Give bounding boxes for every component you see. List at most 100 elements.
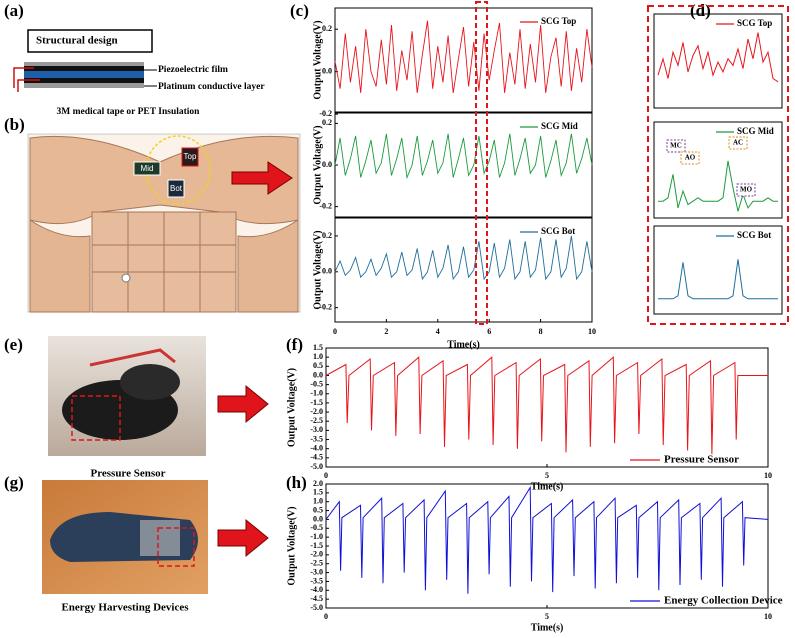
y-tick-label: -1.0: [310, 389, 323, 398]
plot-frame: [334, 7, 593, 113]
y-tick-label: 0.2: [322, 24, 332, 33]
plot-frame: [653, 121, 783, 219]
y-tick-label: -5.0: [310, 462, 323, 471]
panel-label: (b): [4, 115, 25, 134]
arrows: [217, 161, 293, 558]
annotation-box: [680, 151, 700, 165]
x-tick-label: 10: [764, 612, 772, 621]
caption: Energy Harvesting Devices: [61, 602, 189, 614]
panel-label: (d): [690, 1, 711, 20]
y-axis-label: Output Voltage(V): [312, 125, 323, 204]
y-tick-label: -0.5: [310, 523, 323, 532]
x-axis-label: Time(s): [531, 481, 564, 492]
y-tick-label: -4.0: [310, 444, 323, 453]
x-tick-label: 5: [545, 471, 549, 480]
y-tick-label: -5.0: [310, 603, 323, 612]
legend-label: SCG Mid: [737, 126, 774, 136]
y-tick-label: -2.5: [310, 416, 323, 425]
y-tick-label: -0.2: [319, 201, 332, 210]
zoom-window: [475, 1, 488, 325]
y-tick-label: -2.0: [310, 407, 323, 416]
y-axis-label: Output Voltage(V): [286, 368, 297, 447]
x-tick-label: 2: [384, 327, 388, 336]
shoe-photo: [42, 480, 208, 594]
caption: Pressure Sensor: [90, 468, 165, 480]
y-axis-label: Output Voltage(V): [312, 230, 323, 309]
signal-line: [334, 20, 593, 93]
x-axis-label: Time(s): [447, 339, 480, 350]
sensor-label: Mid: [141, 164, 154, 173]
y-tick-label: 0.0: [313, 514, 323, 523]
panel-label: (h): [286, 473, 307, 492]
annotation-box: [736, 183, 756, 197]
plot-frame: [653, 13, 783, 109]
signal-line: [658, 160, 778, 212]
y-tick-label: 0.2: [322, 231, 332, 240]
x-tick-label: 0: [324, 612, 328, 621]
plot-frame: [325, 347, 769, 468]
sensor-label: Bot: [170, 184, 183, 193]
y-tick-label: -4.5: [310, 453, 323, 462]
y-tick-label: -3.0: [310, 567, 323, 576]
legend-label: SCG Mid: [541, 121, 578, 131]
y-tick-label: 0.5: [313, 505, 323, 514]
legend-label: SCG Top: [541, 16, 576, 26]
y-tick-label: 1.0: [313, 497, 323, 506]
y-tick-label: -3.5: [310, 576, 323, 585]
layer-label: Piezoelectric film: [158, 65, 228, 75]
annotation: AO: [685, 154, 696, 162]
panel-label: (c): [290, 1, 309, 20]
y-axis-label: Output Voltage(V): [286, 506, 297, 585]
signal-line: [325, 356, 768, 455]
y-tick-label: 0.0: [322, 160, 332, 169]
x-tick-label: 4: [436, 327, 440, 336]
annotation: MO: [740, 186, 753, 194]
x-tick-label: 8: [539, 327, 543, 336]
layer-label: Platinum conductive layer: [158, 82, 265, 92]
y-tick-label: -0.5: [310, 379, 323, 388]
annotation: MC: [670, 142, 682, 150]
signal-line: [658, 259, 778, 300]
x-tick-label: 10: [764, 471, 772, 480]
annotation-box: [728, 136, 748, 150]
panel-label: (e): [4, 335, 23, 354]
x-tick-label: 6: [487, 327, 491, 336]
y-axis-label: Output Voltage(V): [312, 20, 323, 99]
legend-label: SCG Bot: [541, 226, 575, 236]
legend-label: SCG Top: [737, 18, 772, 28]
x-axis-label: Time(s): [531, 622, 564, 633]
signal-line: [334, 133, 593, 180]
layer-label: 3M medical tape or PET Insulation: [57, 107, 201, 117]
y-tick-label: -1.5: [310, 541, 323, 550]
y-tick-label: 1.5: [313, 488, 323, 497]
y-tick-label: 1.0: [313, 352, 323, 361]
y-tick-label: 1.5: [313, 343, 323, 352]
y-tick-label: 0.0: [313, 370, 323, 379]
legend-label: Energy Collection Device: [664, 595, 783, 607]
panel-label: (a): [4, 1, 24, 20]
y-tick-label: -0.2: [319, 109, 332, 118]
x-tick-label: 5: [545, 612, 549, 621]
x-tick-label: 0: [324, 471, 328, 480]
annotation-box: [666, 139, 686, 153]
y-tick-label: 0.0: [322, 67, 332, 76]
legend-label: Pressure Sensor: [664, 454, 739, 466]
y-tick-label: -1.5: [310, 398, 323, 407]
annotation: AC: [733, 139, 743, 147]
signal-line: [334, 235, 593, 281]
y-tick-label: 0.5: [313, 361, 323, 370]
sensor-label: Top: [184, 152, 197, 161]
glove-photo: [48, 336, 206, 456]
panel-label: (g): [4, 473, 24, 492]
legend-label: SCG Bot: [737, 230, 771, 240]
y-tick-label: -3.0: [310, 425, 323, 434]
y-tick-label: 2.0: [313, 479, 323, 488]
y-tick-label: -1.0: [310, 532, 323, 541]
x-tick-label: 10: [588, 327, 596, 336]
y-tick-label: -2.5: [310, 559, 323, 568]
y-tick-label: 0.0: [322, 267, 332, 276]
y-tick-label: 0.2: [322, 118, 332, 127]
signal-line: [325, 485, 769, 594]
y-tick-label: -4.0: [310, 585, 323, 594]
